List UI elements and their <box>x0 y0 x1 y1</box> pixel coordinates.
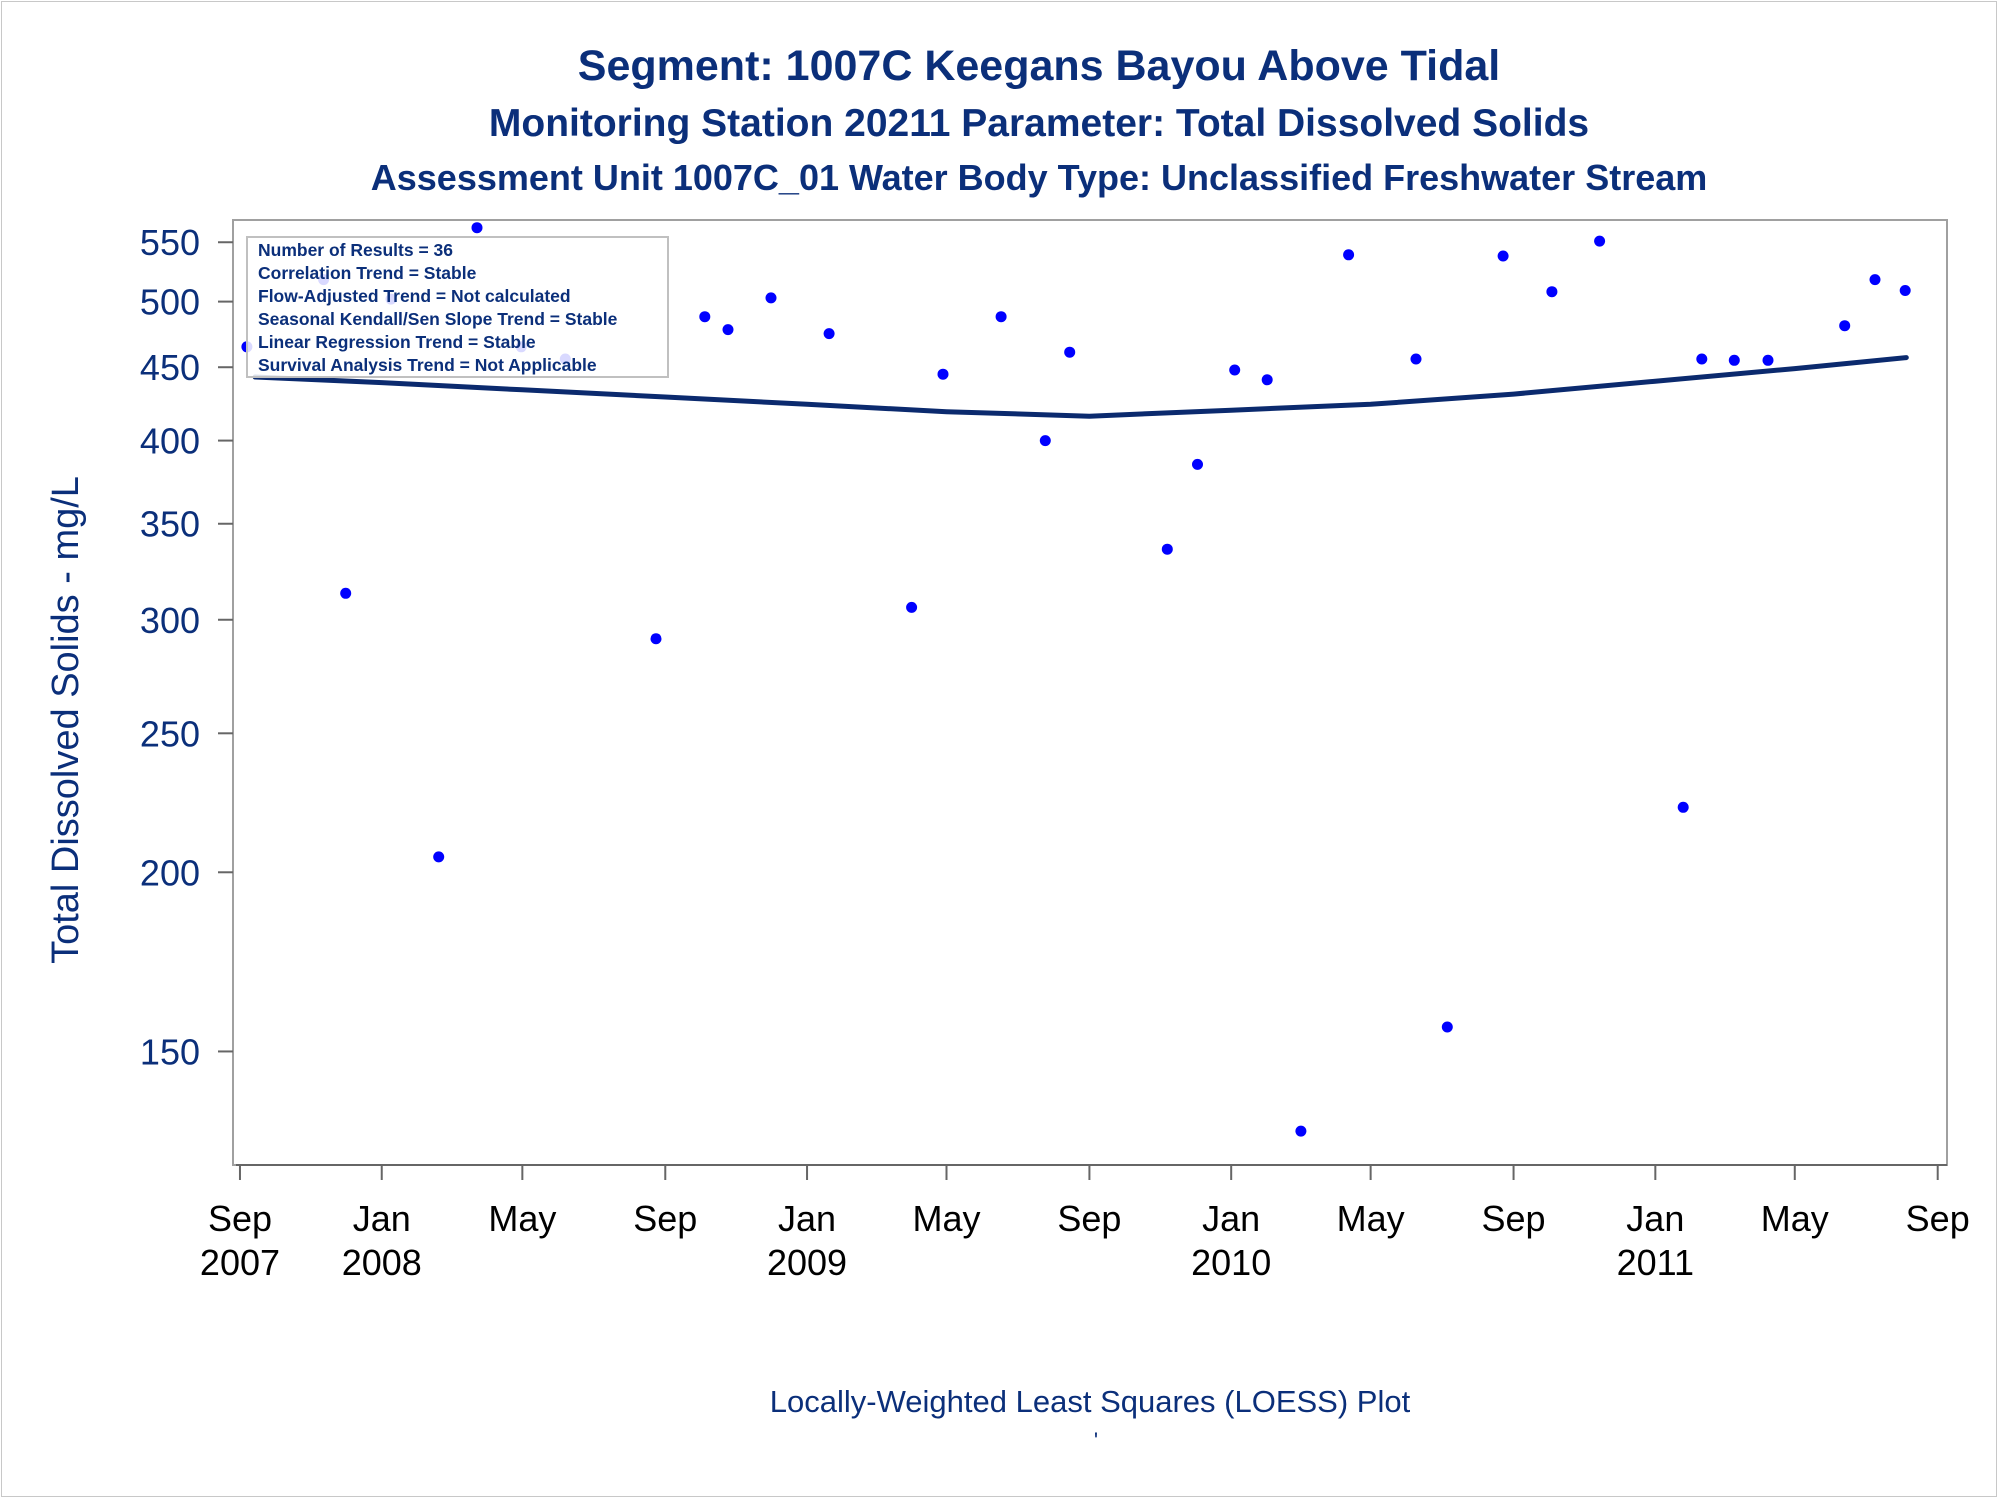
data-point <box>471 222 483 234</box>
x-tick-year: 2008 <box>342 1242 422 1283</box>
y-tick-label: 150 <box>140 1031 200 1072</box>
y-axis-label: Total Dissolved Solids - mg/L <box>45 476 87 964</box>
x-tick-label: Jan <box>778 1198 836 1239</box>
data-point <box>1762 354 1774 366</box>
data-point <box>1899 285 1911 296</box>
data-point <box>823 328 835 340</box>
x-tick-label: Sep <box>1482 1198 1546 1239</box>
loess-layer <box>252 355 1909 419</box>
x-tick-label: May <box>488 1198 556 1239</box>
data-point <box>1696 353 1708 365</box>
y-tick-label: 300 <box>140 600 200 641</box>
stats-line: Survival Analysis Trend = Not Applicable <box>258 355 597 375</box>
y-tick-label: 250 <box>140 713 200 754</box>
data-point <box>340 587 352 599</box>
data-point <box>1869 274 1881 286</box>
y-tick-label: 450 <box>140 347 200 388</box>
stats-lines: Number of Results = 36 Correlation Trend … <box>258 240 618 375</box>
data-point <box>906 601 918 613</box>
data-point <box>995 311 1007 323</box>
x-tick-year: 2011 <box>1617 1242 1694 1283</box>
data-point <box>1728 354 1740 366</box>
x-tick-label: Sep <box>208 1198 272 1239</box>
data-point <box>1677 801 1689 813</box>
data-point <box>937 368 949 380</box>
data-point <box>650 633 662 645</box>
x-tick-label: Sep <box>633 1198 697 1239</box>
x-tick-label: Jan <box>1626 1198 1684 1239</box>
chart-subtitle-2: Assessment Unit 1007C_01 Water Body Type… <box>371 157 1708 198</box>
x-tick-label: Sep <box>1906 1198 1970 1239</box>
footnote: Locally-Weighted Least Squares (LOESS) P… <box>770 1384 1411 1419</box>
stats-line: Seasonal Kendall/Sen Slope Trend = Stabl… <box>258 309 618 329</box>
data-point <box>1546 286 1558 298</box>
data-point <box>1410 353 1422 365</box>
chart-title: Segment: 1007C Keegans Bayou Above Tidal <box>578 42 1500 90</box>
x-tick-label: Jan <box>1202 1198 1260 1239</box>
y-axis: 150 200 250 300 350 400 450 500 550 <box>140 222 233 1072</box>
data-point <box>765 292 777 304</box>
y-tick-label: 200 <box>140 852 200 893</box>
x-tick-year: 2009 <box>767 1242 847 1283</box>
data-point <box>1192 458 1203 470</box>
data-point <box>1343 249 1355 261</box>
x-tick-label: May <box>1761 1198 1829 1239</box>
stats-box-border <box>246 236 669 378</box>
data-point <box>1261 374 1273 386</box>
x-tick-label: May <box>1337 1198 1405 1239</box>
data-point <box>722 324 734 336</box>
data-point <box>433 851 445 863</box>
stats-box: Number of Results = 36 Correlation Trend … <box>246 236 669 378</box>
stats-line: Number of Results = 36 <box>258 240 453 260</box>
x-tick-label: May <box>912 1198 980 1239</box>
data-point <box>1064 346 1076 358</box>
x-tick-label: Jan <box>353 1198 411 1239</box>
stats-line: Correlation Trend = Stable <box>258 263 477 283</box>
chart-subtitle: Monitoring Station 20211 Parameter: Tota… <box>489 102 1589 145</box>
data-point <box>1441 1021 1453 1033</box>
data-point <box>1594 235 1606 247</box>
x-tick-year: 2010 <box>1191 1242 1271 1283</box>
data-point <box>1839 320 1851 332</box>
x-tick-year: 2007 <box>200 1242 280 1283</box>
data-point <box>699 311 711 323</box>
x-tick-label: Sep <box>1057 1198 1121 1239</box>
data-point <box>1039 435 1051 447</box>
data-point <box>1161 543 1173 555</box>
data-point <box>1295 1125 1307 1137</box>
y-tick-label: 550 <box>140 222 200 263</box>
y-tick-label: 350 <box>140 504 200 545</box>
footnote-mark: ' <box>1094 1428 1098 1453</box>
loess-line <box>252 355 1909 419</box>
data-point <box>1497 250 1509 262</box>
data-point <box>1229 364 1241 376</box>
y-tick-label: 400 <box>140 421 200 462</box>
y-tick-label: 500 <box>140 282 200 323</box>
stats-line: Flow-Adjusted Trend = Not calculated <box>258 286 571 306</box>
stats-line: Linear Regression Trend = Stable <box>258 332 536 352</box>
